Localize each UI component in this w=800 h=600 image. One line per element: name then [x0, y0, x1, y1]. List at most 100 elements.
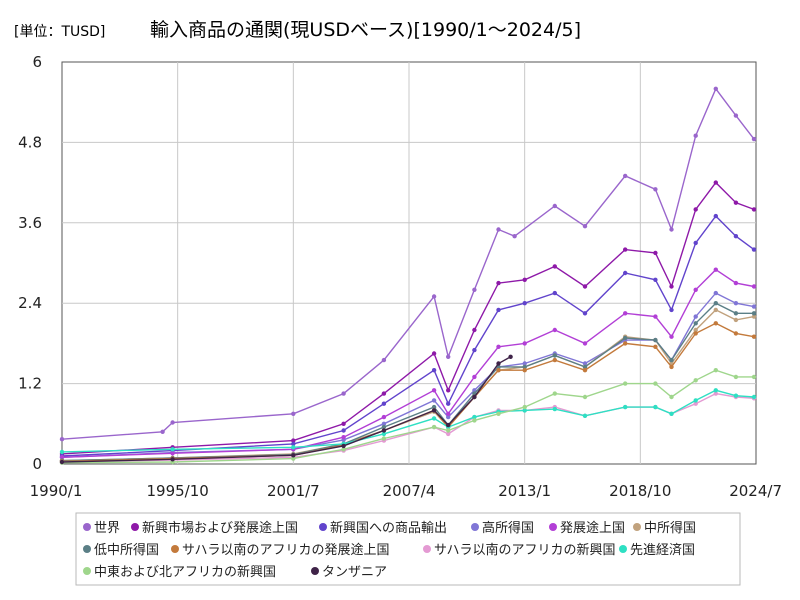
series-layer: [59, 86, 757, 465]
data-point: [751, 394, 757, 400]
data-point: [669, 394, 674, 400]
legend-marker: [549, 523, 557, 531]
data-point: [522, 368, 527, 373]
data-point: [446, 422, 451, 428]
data-point: [472, 418, 477, 423]
legend-marker: [311, 567, 319, 575]
y-tick-label: 0: [32, 455, 42, 473]
data-point: [446, 428, 451, 433]
data-point: [693, 314, 698, 319]
legend-item: タンザニア: [311, 565, 387, 580]
legend-label: 中東および北アフリカの新興国: [94, 564, 276, 580]
series-line: [61, 356, 511, 463]
data-point: [446, 388, 451, 393]
data-point: [669, 334, 674, 339]
data-point: [623, 341, 628, 346]
data-point: [291, 445, 296, 450]
legend-label: サハラ以南のアフリカの発展途上国: [182, 542, 389, 558]
data-point: [693, 207, 698, 212]
legend-marker: [83, 523, 91, 531]
legend-item: 高所得国: [471, 520, 534, 536]
data-point: [446, 414, 451, 420]
data-point: [431, 424, 437, 430]
data-point: [713, 180, 718, 185]
data-point: [733, 200, 739, 205]
y-tick-label: 3.6: [18, 214, 42, 232]
data-point: [381, 401, 387, 406]
data-point: [446, 401, 451, 406]
legend-marker: [83, 567, 91, 575]
legend-label: 中所得国: [644, 520, 696, 536]
data-point: [472, 287, 477, 292]
data-point: [733, 393, 739, 398]
data-point: [291, 438, 296, 443]
x-tick-label: 2007/4: [383, 482, 436, 500]
data-point: [733, 331, 739, 336]
data-point: [431, 404, 437, 410]
data-point: [751, 247, 757, 252]
data-point: [496, 361, 501, 366]
data-point: [669, 227, 674, 232]
data-point: [582, 368, 588, 373]
data-point: [693, 321, 698, 326]
legend-marker: [619, 545, 627, 553]
data-point: [713, 321, 718, 326]
data-point: [496, 307, 501, 313]
data-point: [341, 443, 346, 449]
data-point: [693, 287, 698, 292]
data-point: [446, 411, 451, 416]
data-point: [653, 404, 658, 410]
x-axis-ticks: 1990/1 1995/10 2001/7 2007/4 2013/1 2018/10 20…: [30, 482, 782, 500]
data-point: [733, 311, 739, 316]
legend-marker: [471, 523, 479, 531]
data-point: [751, 311, 757, 316]
data-point: [733, 280, 739, 286]
data-point: [733, 374, 739, 380]
data-point: [713, 388, 718, 393]
data-point: [693, 401, 698, 406]
data-point: [653, 344, 658, 349]
data-point: [496, 344, 501, 349]
data-point: [713, 391, 718, 396]
legend-item: 新興国への商品輸出: [319, 520, 447, 536]
legend-item: 新興市場および発展途上国: [131, 520, 298, 536]
data-point: [582, 394, 588, 400]
data-point: [496, 280, 501, 286]
data-point: [623, 335, 628, 341]
series-発展途上国: [59, 267, 757, 460]
data-point: [693, 331, 698, 336]
data-point: [522, 364, 527, 370]
data-point: [431, 408, 437, 413]
data-point: [341, 447, 346, 452]
data-point: [341, 421, 346, 426]
y-tick-label: 6: [32, 53, 42, 71]
data-point: [472, 414, 477, 420]
data-point: [552, 290, 557, 296]
legend-label: 先進経済国: [630, 542, 695, 558]
data-point: [341, 428, 346, 433]
data-point: [582, 341, 588, 346]
legend-label: 新興国への商品輸出: [330, 520, 447, 536]
data-point: [751, 284, 757, 289]
data-point: [653, 314, 658, 319]
data-point: [733, 301, 739, 306]
data-point: [582, 311, 588, 316]
legend: 世界 新興市場および発展途上国 新興国への商品輸出 高所得国 発展途上国 中所得国低中所得…: [83, 520, 696, 580]
data-point: [170, 420, 175, 425]
data-point: [291, 456, 296, 461]
data-point: [653, 337, 658, 343]
data-point: [522, 341, 527, 346]
data-point: [431, 294, 437, 299]
data-point: [472, 374, 477, 380]
data-point: [653, 277, 658, 282]
data-point: [472, 347, 477, 353]
data-point: [552, 391, 557, 396]
data-point: [582, 361, 588, 366]
legend-marker: [171, 545, 179, 553]
data-point: [623, 247, 628, 252]
data-point: [508, 354, 513, 359]
x-tick-label: 1990/1: [30, 482, 83, 500]
data-point: [552, 406, 557, 412]
data-point: [496, 368, 501, 373]
data-point: [693, 133, 698, 138]
